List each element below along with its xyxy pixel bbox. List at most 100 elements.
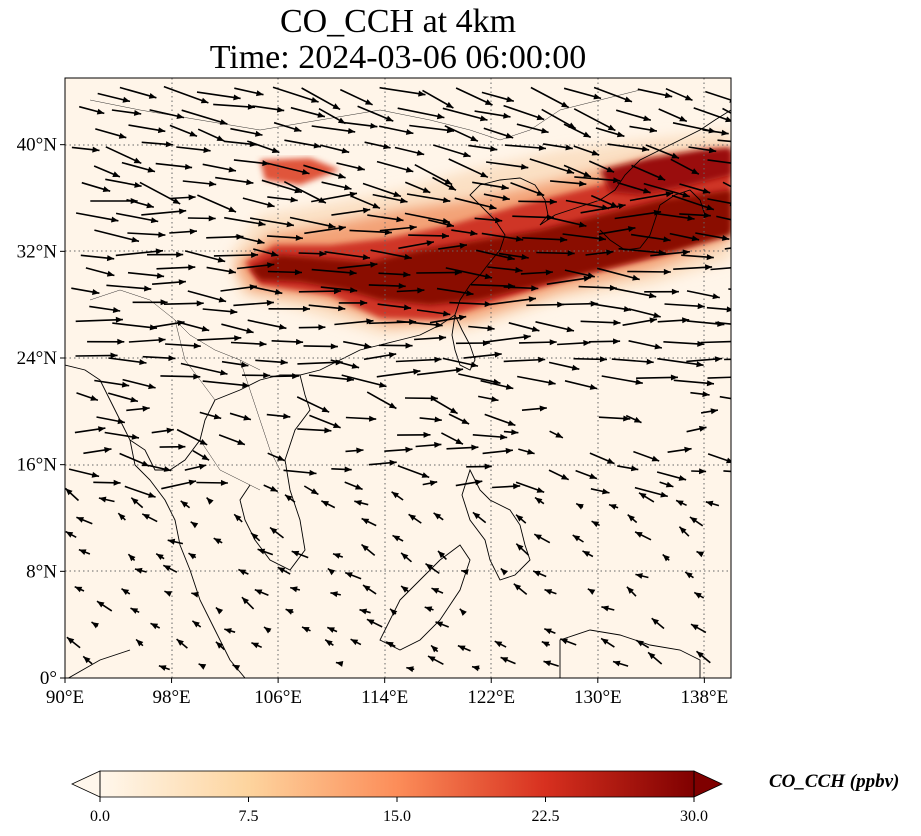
wind-arrow xyxy=(196,479,228,486)
wind-arrow xyxy=(179,321,210,332)
wind-arrow xyxy=(68,468,100,478)
wind-arrow xyxy=(233,299,274,307)
wind-arrow xyxy=(242,372,271,379)
wind-arrow xyxy=(188,552,197,560)
wind-arrow xyxy=(417,367,464,376)
wind-arrow xyxy=(83,447,112,455)
wind-arrow xyxy=(263,484,279,493)
wind-arrow xyxy=(657,317,690,324)
wind-arrow xyxy=(487,266,523,273)
wind-arrow xyxy=(377,303,412,311)
wind-arrow xyxy=(693,107,731,123)
wind-arrow xyxy=(541,640,551,648)
wind-arrow xyxy=(362,584,377,595)
wind-arrow xyxy=(106,284,152,292)
wind-arrow xyxy=(459,608,467,616)
wind-arrow xyxy=(557,340,591,346)
wind-arrow xyxy=(337,261,378,269)
wind-arrow xyxy=(303,485,319,496)
wind-arrow xyxy=(257,548,274,556)
wind-arrow xyxy=(150,622,161,630)
wind-arrow xyxy=(438,242,468,250)
wind-arrow xyxy=(543,627,556,635)
wind-arrow xyxy=(384,446,413,453)
wind-arrow xyxy=(379,86,426,97)
wind-arrow xyxy=(335,661,344,667)
wind-arrow xyxy=(76,392,99,401)
wind-arrow xyxy=(627,513,638,524)
wind-arrow xyxy=(534,496,545,505)
wind-arrow xyxy=(376,368,421,378)
wind-arrow xyxy=(686,290,720,300)
wind-arrow xyxy=(74,585,85,593)
wind-arrow xyxy=(588,338,621,345)
wind-arrow xyxy=(562,233,606,242)
wind-arrow xyxy=(427,655,444,666)
wind-arrow xyxy=(435,621,449,628)
wind-arrow xyxy=(372,193,408,204)
lat-tick-label: 8°N xyxy=(26,561,57,582)
wind-arrow xyxy=(591,520,600,528)
wind-arrow xyxy=(229,412,252,421)
wind-arrow xyxy=(221,323,254,334)
wind-arrow xyxy=(213,103,256,110)
colorbar-label: CO_CCH (ppbv) xyxy=(769,771,899,792)
wind-arrow xyxy=(94,229,140,243)
wind-arrow xyxy=(647,651,663,665)
wind-arrow xyxy=(289,216,336,229)
wind-arrow xyxy=(296,396,330,413)
wind-arrow xyxy=(408,232,450,239)
wind-arrow xyxy=(360,543,376,557)
wind-arrow xyxy=(135,638,144,647)
wind-arrow xyxy=(743,237,790,243)
wind-arrow xyxy=(518,339,557,346)
wind-arrow xyxy=(93,479,121,486)
wind-arrow xyxy=(192,450,210,461)
wind-arrow xyxy=(644,288,679,295)
wind-arrow xyxy=(715,321,731,325)
wind-arrow xyxy=(612,660,629,667)
wind-arrow xyxy=(690,623,707,634)
wind-arrow xyxy=(108,357,147,365)
wind-arrow xyxy=(266,413,291,420)
wind-arrow xyxy=(686,356,723,363)
wind-arrow xyxy=(675,499,687,507)
wind-arrow xyxy=(218,434,246,446)
wind-arrow xyxy=(719,395,731,400)
wind-arrow xyxy=(743,447,757,453)
wind-arrow xyxy=(673,264,713,271)
wind-arrow xyxy=(74,426,106,434)
wind-arrow xyxy=(617,181,651,194)
wind-arrow xyxy=(250,285,283,295)
wind-arrow xyxy=(330,591,341,598)
wind-arrow xyxy=(81,181,111,192)
wind-arrow xyxy=(197,335,242,342)
wind-arrow xyxy=(521,405,547,412)
wind-arrow xyxy=(127,231,166,238)
wind-arrow xyxy=(516,123,549,134)
wind-arrow xyxy=(202,380,250,389)
wind-arrow xyxy=(206,497,214,505)
wind-arrow xyxy=(368,459,397,466)
wind-arrow xyxy=(303,343,338,350)
wind-arrow xyxy=(233,513,243,523)
colorbar-extend-max xyxy=(693,770,723,798)
wind-arrow xyxy=(549,216,587,228)
wind-arrow xyxy=(119,452,150,467)
wind-arrow xyxy=(396,320,443,328)
wind-arrow xyxy=(482,447,513,455)
wind-arrow xyxy=(563,87,602,100)
wind-arrow xyxy=(379,125,414,135)
wind-arrow xyxy=(191,620,202,628)
wind-arrow xyxy=(182,180,217,187)
wind-arrow xyxy=(338,299,368,306)
wind-arrow xyxy=(716,215,731,221)
wind-arrow xyxy=(350,195,381,210)
wind-arrow xyxy=(441,432,464,445)
wind-arrow xyxy=(684,571,694,579)
wind-arrow xyxy=(326,626,338,633)
wind-arrow xyxy=(362,182,402,198)
wind-arrow xyxy=(614,209,662,220)
wind-arrow xyxy=(669,232,700,242)
wind-arrow xyxy=(334,318,374,326)
